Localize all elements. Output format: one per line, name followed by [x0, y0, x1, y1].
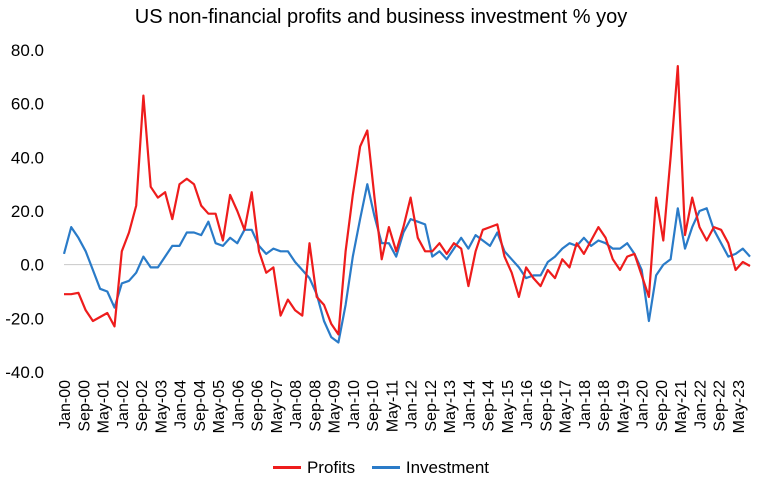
x-tick-label: Sep-04 — [192, 380, 209, 432]
x-tick-label: May-19 — [615, 380, 632, 433]
series-group — [62, 64, 751, 344]
x-tick-label: Sep-00 — [76, 380, 93, 432]
legend-swatch-investment — [371, 466, 400, 469]
legend-item-investment: Investment — [371, 457, 490, 478]
y-tick-label: -20.0 — [5, 309, 44, 328]
x-tick-label: Sep-02 — [134, 380, 151, 432]
x-tick-label: May-01 — [96, 380, 113, 433]
x-tick-label: Jan-00 — [57, 380, 74, 429]
x-tick-label: Sep-08 — [307, 380, 324, 432]
chart-title: US non-financial profits and business in… — [134, 6, 628, 28]
x-tick-label: May-09 — [327, 380, 344, 433]
x-tick-label: May-15 — [500, 380, 517, 433]
x-tick-label: Jan-12 — [404, 380, 421, 429]
x-tick-label: May-03 — [153, 380, 170, 433]
legend-item-profits: Profits — [272, 457, 356, 478]
x-tick-label: Sep-14 — [481, 380, 498, 432]
x-tick-label: Sep-12 — [423, 380, 440, 432]
series-line-profits — [64, 64, 751, 336]
x-tick-label: May-13 — [442, 380, 459, 433]
y-tick-label: 40.0 — [11, 148, 44, 167]
y-tick-label: -40.0 — [5, 363, 44, 382]
x-tick-label: May-17 — [558, 380, 575, 433]
x-tick-label: Jan-16 — [519, 380, 536, 429]
x-tick-label: Jan-20 — [635, 380, 652, 429]
x-tick-label: Jan-18 — [577, 380, 594, 429]
legend-swatch-profits — [272, 466, 301, 469]
x-tick-label: Sep-20 — [654, 380, 671, 432]
legend-label-investment: Investment — [405, 457, 490, 477]
x-tick-label: May-21 — [673, 380, 690, 433]
x-tick-label: Jan-08 — [288, 380, 305, 429]
x-tick-label: Jan-14 — [461, 380, 478, 429]
legend-label-profits: Profits — [306, 457, 356, 477]
y-axis: 80.0 60.0 40.0 20.0 0.0 -20.0 -40.0 — [5, 41, 44, 382]
x-tick-label: Jan-10 — [346, 380, 363, 429]
x-tick-label: Jan-04 — [173, 380, 190, 429]
y-tick-label: 0.0 — [20, 256, 44, 275]
x-tick-labels: Jan-00 Sep-00 May-01 Jan-02 Sep-02 May-03 Jan-… — [57, 380, 748, 433]
y-tick-label: 80.0 — [11, 41, 44, 60]
x-tick-label: May-05 — [211, 380, 228, 433]
x-tick-label: Jan-06 — [230, 380, 247, 429]
x-tick-label: Sep-22 — [712, 380, 729, 432]
y-tick-label: 20.0 — [11, 202, 44, 221]
x-tick-label: Sep-16 — [538, 380, 555, 432]
x-tick-label: May-07 — [269, 380, 286, 433]
x-tick-label: Jan-22 — [693, 380, 710, 429]
x-tick-label: Sep-10 — [365, 380, 382, 432]
y-tick-label: 60.0 — [11, 95, 44, 114]
x-tick-label: Jan-02 — [115, 380, 132, 429]
x-tick-label: May-11 — [384, 380, 401, 432]
x-tick-label: Sep-18 — [596, 380, 613, 432]
x-tick-label: Sep-06 — [250, 380, 267, 432]
x-tick-label: May-23 — [731, 380, 748, 433]
legend: Profits Investment — [0, 454, 762, 478]
